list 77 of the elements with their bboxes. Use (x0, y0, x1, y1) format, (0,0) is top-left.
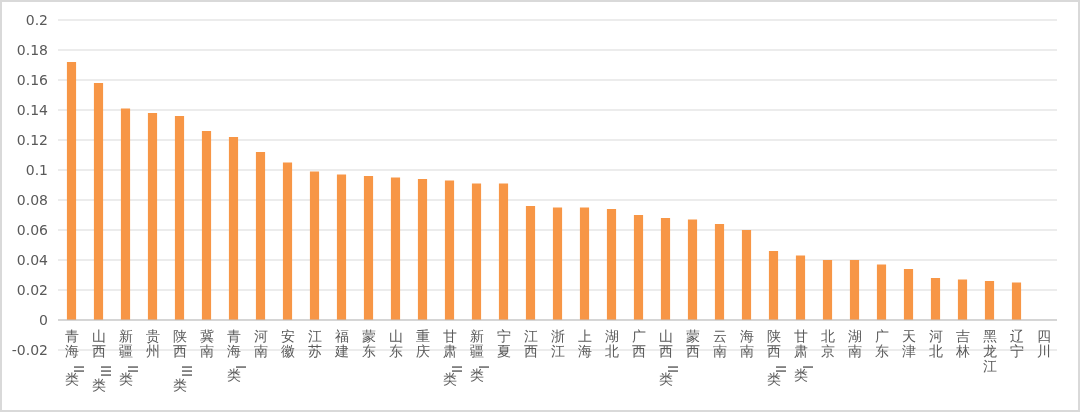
bar (687, 219, 698, 320)
x-tick-label: 福建 (333, 328, 349, 359)
y-tick-label: 0.14 (16, 102, 49, 118)
bar (552, 207, 563, 320)
bar (741, 230, 752, 320)
x-tick-label: 山东 (388, 328, 403, 359)
bar (633, 215, 644, 320)
bar (390, 177, 401, 320)
bar (984, 281, 995, 320)
x-tick-label: 北京 (820, 328, 835, 359)
bar (525, 206, 536, 320)
bar (579, 207, 590, 320)
bar (93, 83, 104, 320)
x-tick-label: 蒙东 (361, 328, 376, 359)
bar (957, 279, 968, 320)
x-tick-label: 重庆 (415, 328, 430, 359)
bar (282, 162, 293, 320)
x-tick-label: 冀南 (199, 328, 214, 359)
bar (795, 255, 806, 320)
bar (876, 264, 887, 320)
x-tick-label: 贵州 (145, 328, 160, 359)
bar (822, 260, 833, 320)
x-tick-label: 江苏 (307, 328, 322, 359)
y-tick-label: 0.1 (25, 162, 48, 178)
bar (471, 183, 482, 320)
x-tick-label: 安徽 (280, 328, 295, 359)
bar (174, 116, 185, 320)
x-tick-label: 河南 (253, 328, 268, 359)
y-tick-label: 0.04 (16, 252, 49, 268)
x-tick-label: 天津 (901, 328, 916, 359)
x-tick-label: 海南 (739, 328, 754, 359)
x-tick-label: 黑龙江 (982, 328, 997, 374)
x-tick-label: 湖北 (604, 328, 619, 359)
y-tick-label: 0.16 (16, 72, 49, 88)
bar (498, 183, 509, 320)
bar (363, 176, 374, 320)
x-tick-label: 山西III类 (91, 328, 115, 393)
bar (120, 108, 131, 320)
x-tick-label: 广东 (874, 328, 889, 359)
bar (903, 269, 914, 320)
x-tick-label: 广西 (631, 328, 646, 359)
bar (309, 171, 320, 320)
bar (714, 224, 725, 320)
x-tick-label: 陕西III类 (172, 328, 196, 393)
bar (849, 260, 860, 320)
bar (66, 62, 77, 320)
bar (444, 180, 455, 320)
bar (930, 278, 941, 320)
y-tick-label: 0.2 (25, 12, 48, 28)
x-tick-label: 云南 (712, 328, 727, 359)
y-tick-label: -0.02 (11, 342, 48, 358)
bar (336, 174, 347, 320)
bar (201, 131, 212, 320)
x-tick-label: 辽宁 (1009, 328, 1024, 359)
y-tick-label: 0.12 (16, 132, 48, 148)
x-tick-label: 蒙西 (685, 328, 700, 359)
bar (417, 179, 428, 320)
bar (606, 209, 617, 320)
bar (660, 218, 671, 320)
x-tick-label: 浙江 (550, 328, 565, 359)
x-tick-label: 江西 (523, 328, 538, 359)
y-tick-label: 0.08 (16, 192, 48, 208)
x-tick-label: 吉林 (954, 328, 970, 359)
y-tick-label: 0.02 (16, 282, 48, 298)
y-tick-label: 0 (39, 312, 48, 328)
y-tick-label: 0.06 (16, 222, 49, 238)
bar (1011, 282, 1022, 320)
bar (255, 152, 266, 320)
bar (768, 251, 779, 320)
bar (147, 113, 158, 320)
x-tick-label: 四川 (1036, 328, 1051, 359)
x-tick-label: 上海 (577, 328, 592, 359)
y-tick-label: 0.18 (16, 42, 48, 58)
x-tick-label: 宁夏 (496, 328, 511, 359)
x-tick-label: 河北 (928, 328, 943, 359)
x-tick-label: 湖南 (847, 328, 862, 359)
bar (228, 137, 239, 320)
